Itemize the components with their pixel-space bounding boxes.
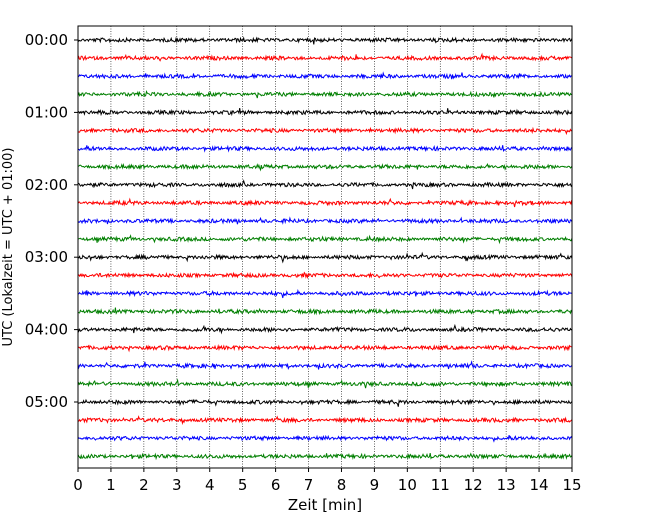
x-tick-label: 1 [106,476,116,494]
x-tick-label: 14 [530,476,549,494]
trace-line [77,378,573,389]
x-tick-label: 2 [139,476,149,494]
x-tick-label: 3 [172,476,182,494]
trace-line [77,398,573,407]
y-tick-label: 04:00 [25,321,68,339]
y-tick-label: 05:00 [25,393,68,411]
x-axis: 0 1 2 3 4 5 6 7 8 9 10 11 12 13 14 15 [73,468,582,494]
y-tick-label: 00:00 [25,31,68,49]
trace-line [77,234,573,245]
x-tick-label: 15 [562,476,581,494]
trace-group [77,36,573,461]
plot-frame [77,25,573,469]
trace-line [77,107,573,117]
trace-line [77,144,573,153]
trace-line [77,36,573,45]
trace-line [77,162,573,172]
trace-line [77,452,573,461]
x-tick-label: 13 [497,476,516,494]
x-tick-label: 8 [337,476,347,494]
x-axis-label: Zeit [min] [288,496,362,514]
x-tick-label: 6 [271,476,281,494]
trace-line [77,126,573,136]
trace-line [77,288,573,299]
x-tick-label: 10 [398,476,417,494]
trace-line [77,343,573,353]
trace-line [77,179,573,190]
trace-line [77,360,573,370]
y-tick-label: 03:00 [25,248,68,266]
x-tick-label: 4 [205,476,215,494]
trace-line [77,415,573,426]
trace-line [77,434,573,443]
grid-lines [110,26,540,468]
x-tick-label: 7 [304,476,314,494]
trace-line [77,307,573,316]
y-tick-label: 02:00 [25,176,68,194]
trace-line [77,71,573,80]
trace-line [77,216,573,225]
trace-line [77,251,573,264]
x-tick-label: 9 [370,476,380,494]
y-tick-label: 01:00 [25,103,68,121]
trace-line [77,197,573,208]
trace-line [77,52,573,62]
y-axis-label: UTC (Lokalzeit = UTC + 01:00) [1,148,16,347]
trace-line [77,271,573,280]
x-tick-label: 11 [431,476,450,494]
y-axis: 00:00 01:00 02:00 03:00 04:00 05:00 [25,31,78,411]
x-tick-label: 12 [464,476,483,494]
x-tick-label: 5 [238,476,248,494]
trace-line [77,89,573,99]
x-tick-label: 0 [73,476,83,494]
trace-line [77,323,573,335]
